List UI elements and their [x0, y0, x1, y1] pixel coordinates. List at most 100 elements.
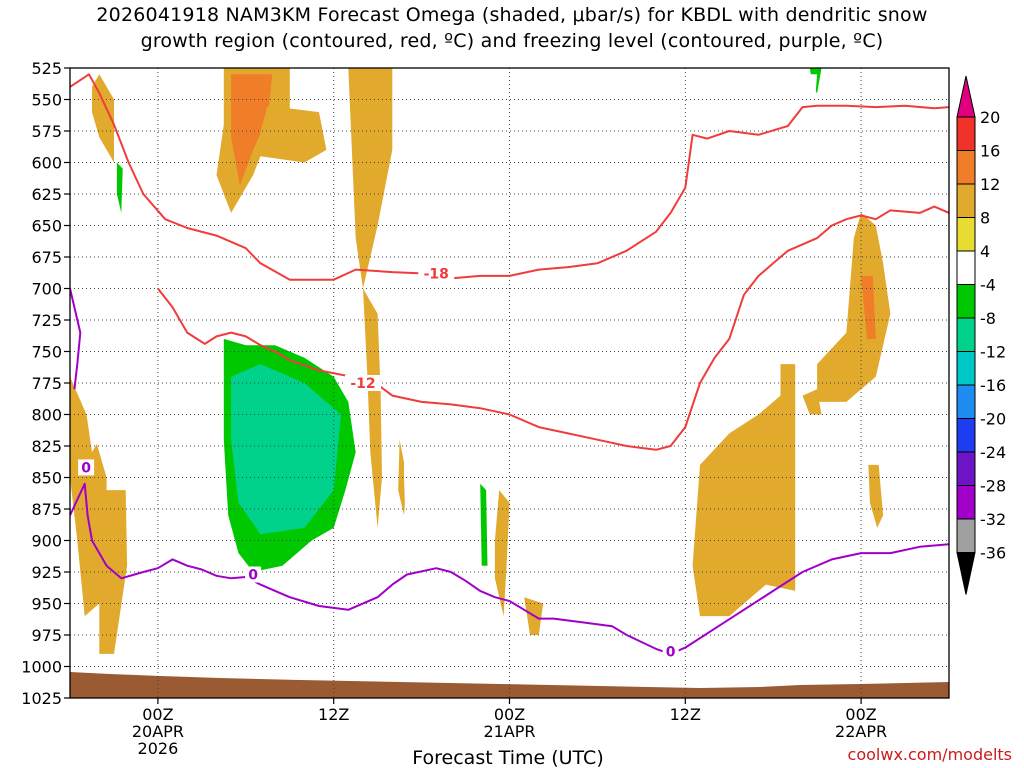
colorbar-segment — [956, 183, 976, 218]
contour-line-3 — [70, 288, 82, 390]
y-tick-label: 850 — [31, 469, 62, 488]
omega-region-35 — [905, 168, 916, 226]
contour-label: -18 — [424, 266, 449, 282]
colorbar-label: -36 — [980, 544, 1006, 563]
contour-label: -12 — [350, 376, 375, 392]
colorbar-segment — [956, 418, 976, 453]
x-tick-label: 12Z — [318, 705, 349, 724]
omega-region-36 — [932, 149, 939, 188]
contour-label: 0 — [81, 460, 91, 476]
contour-label-background — [418, 265, 455, 282]
x-tick-label: 22APR — [835, 722, 887, 741]
omega-region-16 — [802, 389, 822, 415]
colorbar-label: -24 — [980, 443, 1006, 462]
y-tick-label: 750 — [31, 343, 62, 362]
omega-region-27 — [404, 364, 429, 579]
omega-region-14 — [868, 464, 884, 528]
omega-region-9 — [494, 490, 510, 617]
colorbar-label: -12 — [980, 343, 1006, 362]
colorbar-segment — [956, 384, 976, 419]
colorbar-label: 12 — [980, 175, 1000, 194]
contour-label-background — [245, 566, 262, 583]
omega-region-22 — [179, 68, 195, 150]
omega-region-3 — [260, 105, 327, 163]
colorbar-segment — [956, 217, 976, 252]
y-tick-label: 625 — [31, 185, 62, 204]
y-axis: 525 550 575 600 625 650 675 700 725 750 775 800 825 8… — [21, 59, 70, 708]
omega-region-23 — [200, 231, 207, 289]
y-tick-label: 925 — [31, 563, 62, 582]
colorbar-segment — [956, 116, 976, 151]
y-tick-label: 1025 — [21, 689, 62, 708]
temperature-contours — [70, 73, 949, 655]
colorbar-label: -32 — [980, 510, 1006, 529]
chart-title-line-2: growth region (contoured, red, ºC) and f… — [140, 30, 884, 52]
y-tick-label: 575 — [31, 122, 62, 141]
omega-region-2 — [231, 74, 273, 186]
omega-region-17 — [70, 225, 104, 453]
omega-region-31 — [342, 572, 349, 598]
omega-region-12 — [780, 364, 796, 415]
colorbar-top-arrow — [956, 75, 976, 118]
colorbar-segment — [956, 351, 976, 386]
omega-region-21 — [162, 212, 210, 503]
colorbar-label: -20 — [980, 410, 1006, 429]
contour-line-1 — [157, 205, 949, 451]
y-tick-label: 825 — [31, 437, 62, 456]
omega-region-11 — [692, 395, 796, 617]
colorbar-label: 4 — [980, 242, 990, 261]
colorbar-label: -16 — [980, 376, 1006, 395]
colorbar-segment — [956, 250, 976, 285]
x-tick-label: 2026 — [138, 739, 179, 758]
y-tick-label: 1000 — [21, 658, 62, 677]
y-tick-label: 950 — [31, 595, 62, 614]
omega-region-30 — [127, 149, 133, 213]
chart-title-line-1: 2026041918 NAM3KM Forecast Omega (shaded… — [96, 4, 928, 26]
colorbar-segment — [956, 284, 976, 319]
y-tick-label: 875 — [31, 500, 62, 519]
x-tick-label: 20APR — [132, 722, 184, 741]
contour-labels: -18 -12 0 0 0 — [78, 265, 679, 660]
colorbar-segment — [956, 485, 976, 520]
omega-region-13 — [817, 212, 891, 402]
omega-region-26 — [231, 364, 341, 535]
x-tick-label: 00Z — [142, 705, 173, 724]
colorbar-label: -4 — [980, 276, 996, 295]
omega-region-0 — [92, 74, 114, 163]
y-tick-label: 550 — [31, 91, 62, 110]
y-tick-label: 600 — [31, 154, 62, 173]
y-tick-label: 700 — [31, 280, 62, 299]
colorbar-segment — [956, 317, 976, 352]
y-tick-label: 650 — [31, 217, 62, 236]
x-tick-label: 00Z — [845, 705, 876, 724]
contour-label: 0 — [248, 568, 258, 584]
colorbar-label: 8 — [980, 209, 990, 228]
contour-label-background — [78, 459, 95, 476]
colorbar-label: 16 — [980, 142, 1000, 161]
colorbar-segment — [956, 150, 976, 185]
colorbar-label: -28 — [980, 477, 1006, 496]
colorbar-bottom-arrow — [956, 552, 976, 595]
omega-region-34 — [806, 74, 818, 113]
contour-label-background — [662, 643, 679, 660]
y-tick-label: 725 — [31, 311, 62, 330]
colorbar-label: -8 — [980, 309, 996, 328]
colorbar-segment — [956, 451, 976, 486]
x-axis-title: Forecast Time (UTC) — [412, 747, 603, 768]
omega-shading-layer — [70, 68, 939, 654]
omega-region-37 — [846, 521, 856, 598]
omega-region-7 — [70, 376, 107, 617]
x-tick-label: 12Z — [670, 705, 701, 724]
y-tick-label: 525 — [31, 59, 62, 78]
contour-label: 0 — [666, 644, 676, 660]
colorbar-segment — [956, 518, 976, 553]
contour-line-2 — [70, 482, 949, 655]
omega-region-4 — [348, 68, 393, 289]
x-tick-label: 00Z — [494, 705, 525, 724]
y-tick-label: 975 — [31, 626, 62, 645]
credit-text: coolwx.com/modelts — [848, 745, 1012, 764]
omega-region-29 — [480, 483, 488, 566]
colorbar: 20 16 12 8 4 -4 -8 -12 -16 -20 -24 -28 -32 -36 — [956, 75, 1006, 595]
